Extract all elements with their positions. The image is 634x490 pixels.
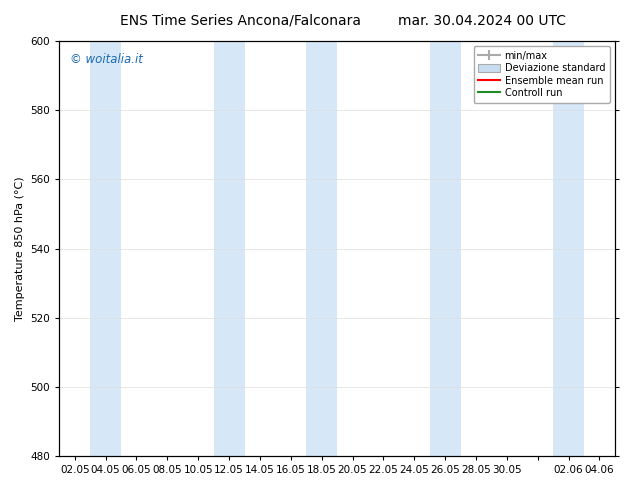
Bar xyxy=(306,41,337,456)
Legend: min/max, Deviazione standard, Ensemble mean run, Controll run: min/max, Deviazione standard, Ensemble m… xyxy=(474,46,610,103)
Y-axis label: Temperature 850 hPa (°C): Temperature 850 hPa (°C) xyxy=(15,176,25,321)
Bar xyxy=(90,41,121,456)
Text: © woitalia.it: © woitalia.it xyxy=(70,53,143,67)
Bar xyxy=(553,41,584,456)
Bar xyxy=(430,41,460,456)
Text: mar. 30.04.2024 00 UTC: mar. 30.04.2024 00 UTC xyxy=(398,14,566,28)
Bar xyxy=(214,41,245,456)
Text: ENS Time Series Ancona/Falconara: ENS Time Series Ancona/Falconara xyxy=(120,14,361,28)
